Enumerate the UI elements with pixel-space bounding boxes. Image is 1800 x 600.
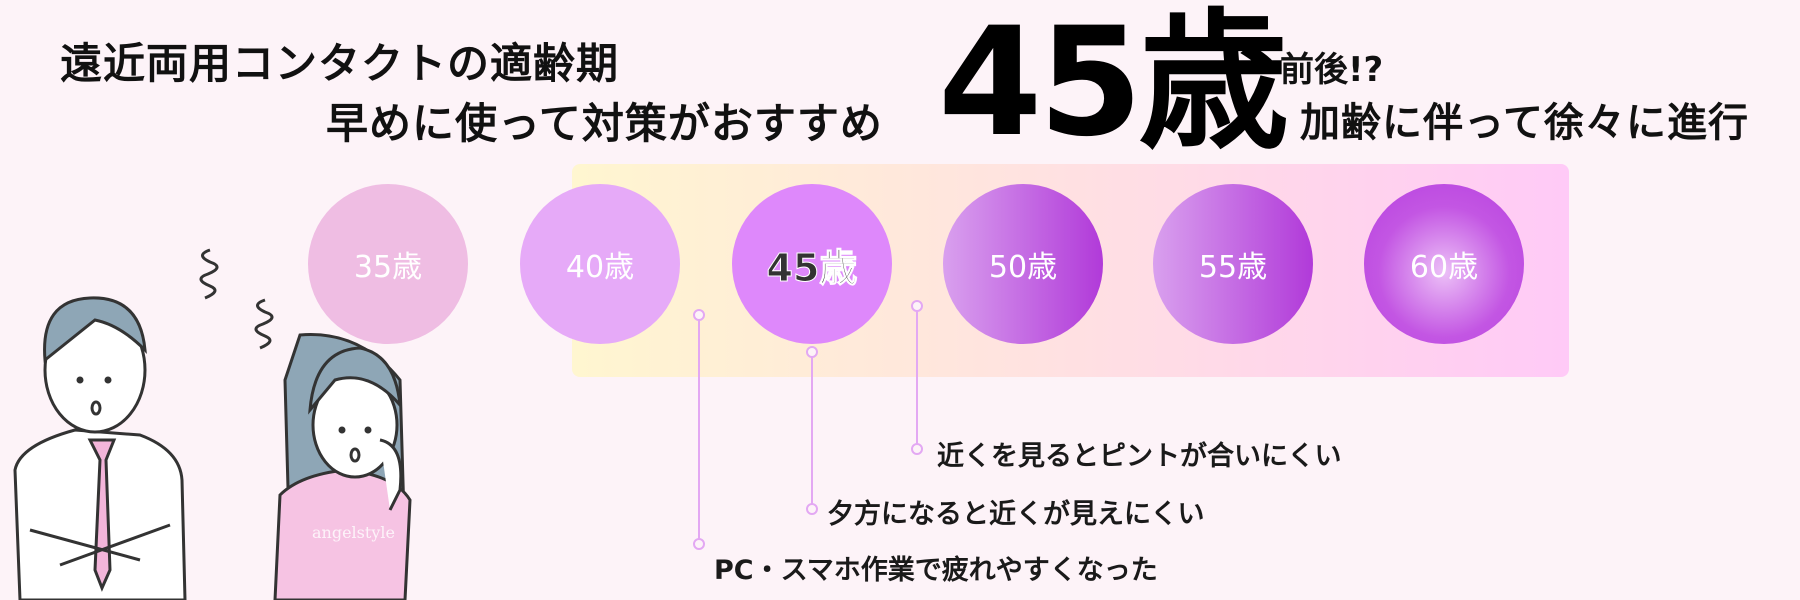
progression-subline: 加齢に伴って徐々に進行 [1300, 100, 1749, 146]
age-label: 55歳 [1198, 250, 1268, 285]
age-circle-45: 45歳 [732, 184, 892, 344]
man-figure [13, 296, 187, 600]
age-circle-35: 35歳 [308, 184, 468, 344]
connector-dot [911, 443, 923, 455]
connector-dot [693, 309, 705, 321]
age-circle-60: 60歳 [1364, 184, 1524, 344]
age-label: 40歳 [565, 250, 635, 285]
age-circle-40: 40歳 [520, 184, 680, 344]
age-circle-50: 50歳 [943, 184, 1103, 344]
headline-line-2: 早めに使って対策がおすすめ [326, 99, 883, 148]
age-label: 60歳 [1409, 250, 1479, 285]
connector-line-focus [916, 310, 918, 450]
highlight-age: 45歳 [938, 0, 1289, 170]
age-suffix: 前後!? [1280, 50, 1384, 90]
connector-dot [806, 503, 818, 515]
watermark: angelstyle [312, 523, 395, 542]
headline-line-1: 遠近両用コンタクトの適齢期 [60, 39, 620, 88]
connector-line-evening [811, 355, 813, 507]
symptom-screen: PC・スマホ作業で疲れやすくなった [714, 555, 1158, 586]
woman-figure [273, 333, 412, 600]
connector-dot [911, 300, 923, 312]
age-circle-55: 55歳 [1153, 184, 1313, 344]
connector-line-pc [698, 318, 700, 540]
age-label: 35歳 [353, 250, 423, 285]
symptom-evening: 夕方になると近くが見えにくい [827, 499, 1205, 530]
connector-dot [806, 346, 818, 358]
symptom-focus: 近くを見るとピントが合いにくい [937, 441, 1342, 472]
age-label: 45歳 [766, 245, 858, 290]
worried-people-illustration [13, 248, 412, 600]
connector-dot [693, 538, 705, 550]
confusion-swirl-icon [199, 248, 274, 350]
age-label: 50歳 [988, 250, 1058, 285]
